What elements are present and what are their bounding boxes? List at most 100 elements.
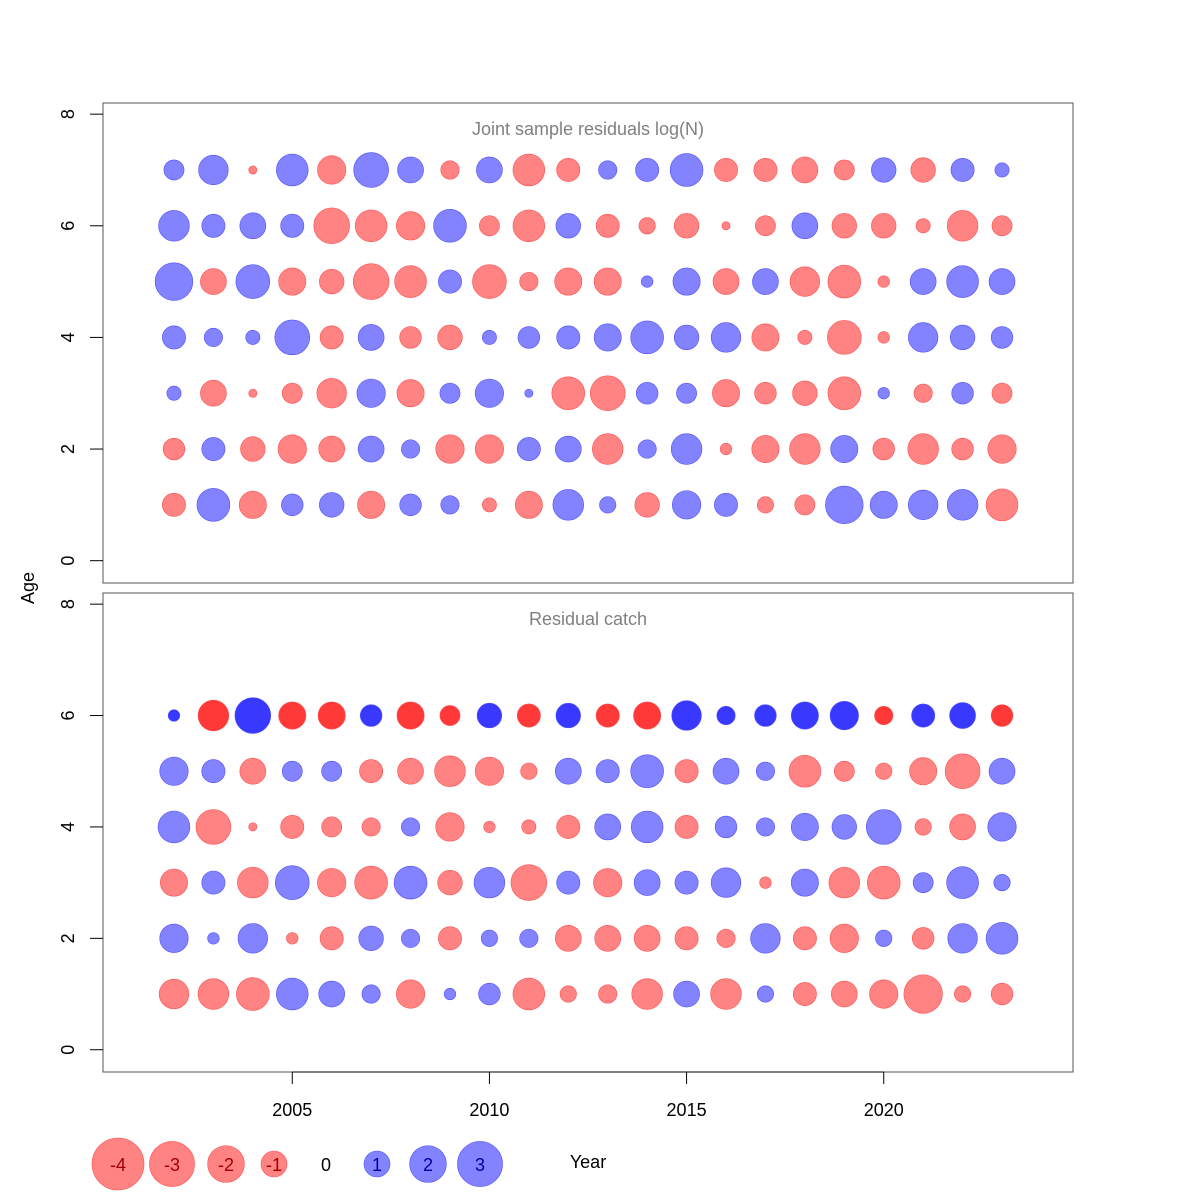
bubble-2010-age-4 [483, 820, 496, 834]
bubble-2013-age-5 [593, 267, 622, 296]
bubble-2003-age-3 [201, 870, 226, 895]
bubble-2018-age-5 [789, 266, 820, 297]
bubble-2018-age-1 [792, 982, 817, 1006]
bubble-2013-age-6 [595, 213, 620, 238]
y-tick-label: 2 [58, 933, 78, 943]
x-tick-label: 2020 [864, 1100, 904, 1120]
bubble-2011-age-2 [516, 437, 541, 461]
bubble-2012-age-6 [555, 702, 581, 729]
bubble-2016-age-7 [714, 158, 738, 182]
bubble-2016-age-4 [714, 815, 738, 839]
bubble-2019-age-2 [830, 435, 859, 463]
x-axis-label: Year [570, 1152, 606, 1172]
bubble-2009-age-4 [437, 324, 463, 351]
bubble-2006-age-7 [317, 155, 347, 185]
bubble-2005-age-5 [278, 267, 307, 296]
bubble-2009-age-6 [433, 209, 467, 243]
bubble-2002-age-1 [158, 978, 190, 1010]
y-tick-label: 4 [58, 332, 78, 342]
bubble-2014-age-2 [637, 439, 657, 459]
legend-bubble [207, 1145, 245, 1183]
bubble-2004-age-1 [238, 490, 267, 519]
bubble-2023-age-3 [993, 874, 1011, 892]
bubble-2022-age-4 [949, 324, 976, 351]
bubble-2003-age-6 [197, 699, 230, 732]
bubble-2019-age-6 [829, 700, 859, 731]
bubble-2008-age-5 [394, 265, 427, 298]
bubble-2021-age-6 [915, 218, 931, 234]
bubble-2012-age-4 [556, 815, 581, 839]
bubble-2019-age-5 [827, 264, 862, 299]
bubble-2008-age-3 [396, 379, 425, 408]
bubble-2020-age-6 [871, 213, 897, 239]
bubble-2012-age-4 [556, 325, 581, 350]
x-tick-label: 2015 [667, 1100, 707, 1120]
bubble-2016-age-6 [716, 706, 736, 726]
bubble-2017-age-6 [755, 215, 776, 237]
bubble-2002-age-5 [159, 756, 189, 786]
bubble-2007-age-4 [361, 817, 381, 837]
bubble-2002-age-5 [154, 262, 194, 301]
bubble-2006-age-4 [321, 816, 343, 838]
bubble-2014-age-1 [631, 978, 663, 1010]
bubble-2010-age-6 [479, 215, 500, 237]
bubble-2003-age-1 [196, 488, 231, 522]
legend-label: -2 [218, 1155, 234, 1175]
bubble-2018-age-2 [789, 433, 821, 465]
bubble-2004-age-3 [237, 866, 269, 899]
bubble-2006-age-2 [318, 435, 345, 463]
bubble-2007-age-1 [361, 984, 381, 1004]
legend-bubble [363, 1150, 391, 1178]
bubble-2009-age-5 [434, 755, 466, 787]
bubble-2008-age-4 [399, 326, 422, 349]
bubble-2005-age-3 [275, 865, 310, 900]
legend-label: 3 [475, 1155, 485, 1175]
bubble-2010-age-1 [478, 982, 501, 1006]
bubble-2015-age-7 [669, 153, 704, 187]
bubble-2005-age-1 [281, 493, 304, 517]
y-tick-label: 0 [58, 556, 78, 566]
bubble-2021-age-3 [912, 872, 934, 893]
bubble-2004-age-6 [234, 697, 272, 734]
bubble-2005-age-6 [278, 701, 307, 730]
bubble-2019-age-1 [825, 485, 864, 524]
bubble-2018-age-5 [788, 755, 822, 788]
bubble-2009-age-3 [439, 382, 461, 404]
bubble-2010-age-3 [474, 378, 504, 408]
bubble-2009-age-6 [439, 705, 461, 726]
bubble-2020-age-4 [865, 809, 902, 845]
bubble-2019-age-4 [831, 814, 857, 840]
bubble-2002-age-3 [160, 868, 188, 897]
panel-title: Joint sample residuals log(N) [472, 119, 704, 139]
y-tick-label: 0 [58, 1045, 78, 1055]
bubble-2002-age-7 [163, 159, 185, 181]
bubble-2006-age-5 [319, 268, 345, 295]
bubble-2023-age-1 [985, 488, 1019, 522]
bubble-2013-age-2 [592, 433, 624, 465]
bubble-2004-age-3 [248, 388, 258, 398]
bubble-2010-age-5 [474, 756, 504, 786]
bubble-2011-age-7 [512, 153, 546, 187]
bubble-2020-age-3 [877, 387, 890, 400]
y-tick-label: 6 [58, 221, 78, 231]
bubble-2021-age-6 [911, 703, 936, 728]
bubble-2021-age-5 [909, 268, 937, 295]
bubble-2004-age-2 [240, 436, 266, 462]
bubble-2003-age-4 [195, 809, 232, 845]
bubble-2020-age-1 [869, 490, 898, 519]
bubble-2021-age-4 [908, 322, 939, 353]
bubble-2022-age-5 [944, 753, 981, 789]
panel-1: 0 2 4 6 8 Joint sample residuals log(N) [58, 102, 1074, 584]
bubble-2007-age-3 [354, 865, 388, 900]
bubble-2018-age-7 [791, 156, 819, 184]
bubble-2017-age-2 [750, 923, 781, 954]
bubble-2010-age-6 [476, 702, 503, 729]
bubble-2005-age-6 [280, 213, 305, 238]
bubble-2004-age-1 [236, 977, 270, 1011]
bubble-2003-age-3 [200, 379, 227, 407]
bubble-2002-age-6 [167, 709, 181, 722]
bubble-2003-age-5 [201, 759, 226, 784]
bubble-2017-age-6 [754, 704, 777, 727]
legend-label: -1 [266, 1155, 282, 1175]
bubble-2014-age-6 [633, 701, 662, 730]
